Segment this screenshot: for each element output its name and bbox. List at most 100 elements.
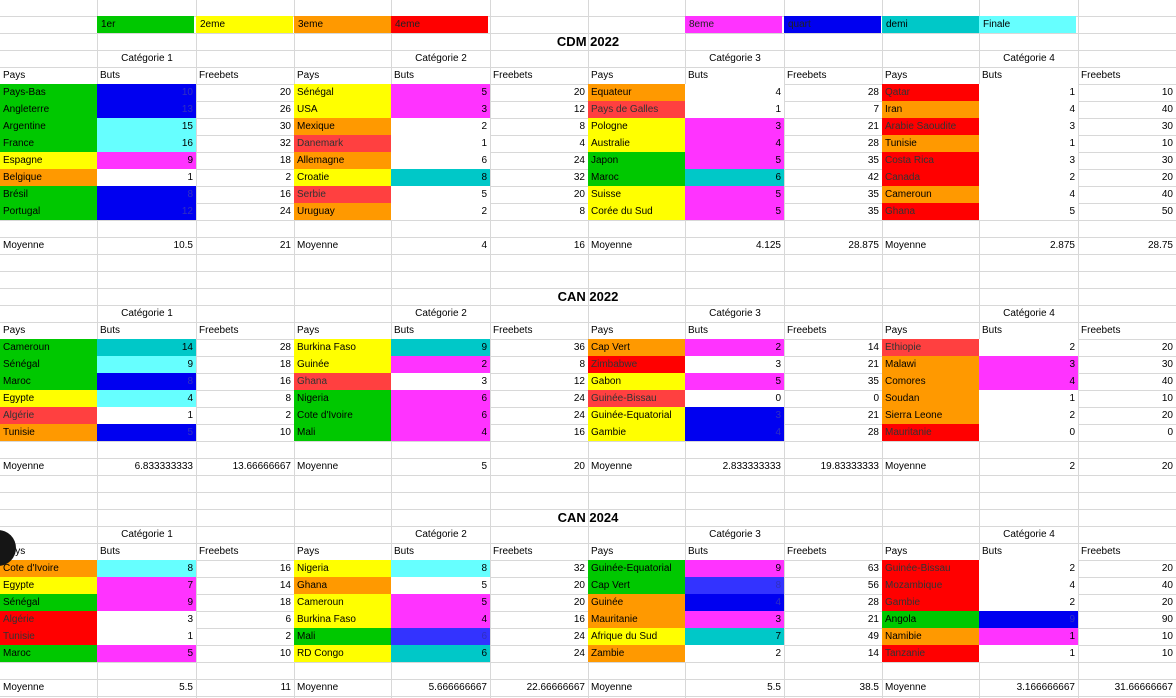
column-header-freebets: Freebets <box>493 70 533 81</box>
freebets-cell: 18 <box>279 359 291 370</box>
country-cell: Uruguay <box>294 203 391 220</box>
freebets-cell: 40 <box>1161 189 1173 200</box>
country-cell: Qatar <box>882 84 979 101</box>
goals-cell: 2 <box>685 645 784 662</box>
goals-cell: 9 <box>979 611 1078 628</box>
category-label: Catégorie 2 <box>415 53 467 64</box>
average-freebets: 28.75 <box>1147 240 1173 251</box>
country-cell: Belgique <box>0 169 97 186</box>
column-header-freebets: Freebets <box>787 546 827 557</box>
category-label: Catégorie 3 <box>709 53 761 64</box>
country-cell: Cameroun <box>0 339 97 356</box>
freebets-cell: 35 <box>867 376 879 387</box>
goals-cell: 4 <box>391 611 490 628</box>
column-header-buts: Buts <box>688 70 709 81</box>
section-title: CDM 2022 <box>556 34 620 49</box>
country-cell: RD Congo <box>294 645 391 662</box>
goals-cell: 5 <box>97 424 196 441</box>
country-cell: Mali <box>294 424 391 441</box>
country-cell: Afrique du Sud <box>588 628 685 645</box>
freebets-cell: 24 <box>573 155 585 166</box>
country-cell: Sénégal <box>0 594 97 611</box>
country-cell: Cap Vert <box>588 577 685 594</box>
country-cell: Ghana <box>294 373 391 390</box>
category-label: Catégorie 3 <box>709 308 761 319</box>
freebets-cell: 40 <box>1161 104 1173 115</box>
freebets-cell: 10 <box>1161 631 1173 642</box>
goals-cell: 5 <box>391 186 490 203</box>
country-cell: Suisse <box>588 186 685 203</box>
freebets-cell: 20 <box>573 87 585 98</box>
country-cell: Burkina Faso <box>294 339 391 356</box>
country-cell: Pologne <box>588 118 685 135</box>
goals-cell: 1 <box>979 390 1078 407</box>
goals-cell: 15 <box>97 118 196 135</box>
country-cell: Ghana <box>294 577 391 594</box>
freebets-cell: 10 <box>279 648 291 659</box>
goals-cell: 2 <box>391 118 490 135</box>
goals-cell: 8 <box>97 373 196 390</box>
goals-cell: 2 <box>391 356 490 373</box>
column-header-pays: Pays <box>3 325 26 336</box>
goals-cell: 7 <box>685 628 784 645</box>
goals-cell: 9 <box>97 594 196 611</box>
freebets-cell: 20 <box>1161 563 1173 574</box>
freebets-cell: 2 <box>285 172 291 183</box>
country-cell: Ethiopie <box>882 339 979 356</box>
country-cell: Comores <box>882 373 979 390</box>
column-header-pays: Pays <box>885 546 908 557</box>
average-freebets: 20 <box>1161 461 1173 472</box>
country-cell: Espagne <box>0 152 97 169</box>
freebets-cell: 0 <box>1167 427 1173 438</box>
goals-cell: 5 <box>391 84 490 101</box>
country-cell: Algérie <box>0 407 97 424</box>
country-cell: Malawi <box>882 356 979 373</box>
freebets-cell: 10 <box>1161 393 1173 404</box>
goals-cell: 8 <box>97 560 196 577</box>
freebets-cell: 4 <box>579 138 585 149</box>
country-cell: Gambie <box>588 424 685 441</box>
freebets-cell: 24 <box>573 393 585 404</box>
average-goals: 2.875 <box>1049 240 1075 251</box>
average-goals: 5.5 <box>179 682 193 693</box>
column-header-buts: Buts <box>982 546 1003 557</box>
column-header-freebets: Freebets <box>493 546 533 557</box>
freebets-cell: 32 <box>573 563 585 574</box>
goals-cell: 0 <box>685 390 784 407</box>
goals-cell: 4 <box>979 101 1078 118</box>
average-freebets: 13.66666667 <box>232 461 291 472</box>
goals-cell: 9 <box>97 152 196 169</box>
freebets-cell: 16 <box>279 189 291 200</box>
freebets-cell: 28 <box>867 138 879 149</box>
goals-cell: 4 <box>685 594 784 611</box>
country-cell: Guinée-Bissau <box>588 390 685 407</box>
goals-cell: 4 <box>685 84 784 101</box>
category-label: Catégorie 4 <box>1003 53 1055 64</box>
section-title: CAN 2024 <box>557 510 619 525</box>
goals-cell: 1 <box>97 628 196 645</box>
goals-cell: 3 <box>391 101 490 118</box>
goals-cell: 1 <box>979 645 1078 662</box>
country-cell: France <box>0 135 97 152</box>
column-header-buts: Buts <box>394 70 415 81</box>
country-cell: Zimbabwe <box>588 356 685 373</box>
country-cell: Egypte <box>0 390 97 407</box>
goals-cell: 2 <box>391 203 490 220</box>
country-cell: Cameroun <box>882 186 979 203</box>
category-label: Catégorie 2 <box>415 308 467 319</box>
average-goals: 4.125 <box>755 240 781 251</box>
average-goals: 4 <box>481 240 487 251</box>
average-goals: 5.666666667 <box>428 682 487 693</box>
average-label: Moyenne <box>591 461 633 472</box>
country-cell: Guinée-Equatorial <box>588 407 685 424</box>
goals-cell: 5 <box>391 594 490 611</box>
country-cell: Burkina Faso <box>294 611 391 628</box>
average-freebets: 21 <box>279 240 291 251</box>
country-cell: Brésil <box>0 186 97 203</box>
goals-cell: 1 <box>685 101 784 118</box>
country-cell: Argentine <box>0 118 97 135</box>
country-cell: Tunisie <box>0 628 97 645</box>
freebets-cell: 30 <box>1161 359 1173 370</box>
freebets-cell: 32 <box>279 138 291 149</box>
freebets-cell: 2 <box>285 410 291 421</box>
